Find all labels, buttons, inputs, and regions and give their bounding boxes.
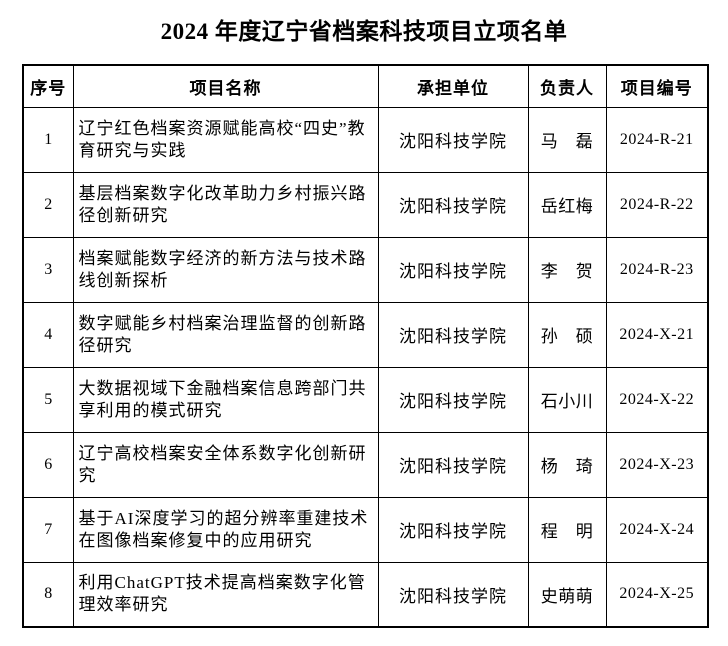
cell-serial: 6 [22,431,74,498]
cell-code: 2024-X-24 [605,496,709,563]
cell-leader: 孙 硕 [527,301,607,368]
cell-code: 2024-X-21 [605,301,709,368]
cell-leader: 石小川 [527,366,607,433]
cell-serial: 1 [22,106,74,173]
table-row: 7 基于AI深度学习的超分辨率重建技术在图像档案修复中的应用研究 沈阳科技学院 … [22,496,709,563]
cell-project-name: 辽宁高校档案安全体系数字化创新研究 [72,431,379,498]
cell-unit: 沈阳科技学院 [377,496,529,563]
cell-serial: 7 [22,496,74,563]
document-page: 2024 年度辽宁省档案科技项目立项名单 序号 项目名称 承担单位 负责人 项目… [0,17,728,646]
cell-project-name: 辽宁红色档案资源赋能高校“四史”教育研究与实践 [72,106,379,173]
cell-project-name: 档案赋能数字经济的新方法与技术路线创新探析 [72,236,379,303]
cell-leader: 李 贺 [527,236,607,303]
table-row: 4 数字赋能乡村档案治理监督的创新路径研究 沈阳科技学院 孙 硕 2024-X-… [22,301,709,368]
cell-code: 2024-R-23 [605,236,709,303]
cell-project-name: 数字赋能乡村档案治理监督的创新路径研究 [72,301,379,368]
cell-unit: 沈阳科技学院 [377,431,529,498]
table-row: 6 辽宁高校档案安全体系数字化创新研究 沈阳科技学院 杨 琦 2024-X-23 [22,431,709,498]
cell-leader: 杨 琦 [527,431,607,498]
cell-project-name: 大数据视域下金融档案信息跨部门共享利用的模式研究 [72,366,379,433]
table-row: 3 档案赋能数字经济的新方法与技术路线创新探析 沈阳科技学院 李 贺 2024-… [22,236,709,303]
cell-serial: 5 [22,366,74,433]
cell-serial: 2 [22,171,74,238]
column-header-code: 项目编号 [605,64,709,108]
cell-serial: 4 [22,301,74,368]
cell-code: 2024-R-22 [605,171,709,238]
cell-serial: 3 [22,236,74,303]
cell-unit: 沈阳科技学院 [377,236,529,303]
cell-leader: 马 磊 [527,106,607,173]
column-header-unit: 承担单位 [377,64,529,108]
column-header-serial: 序号 [22,64,74,108]
cell-leader: 史萌萌 [527,561,607,628]
cell-project-name: 利用ChatGPT技术提高档案数字化管理效率研究 [72,561,379,628]
cell-unit: 沈阳科技学院 [377,366,529,433]
cell-code: 2024-X-23 [605,431,709,498]
cell-leader: 岳红梅 [527,171,607,238]
header-row: 序号 项目名称 承担单位 负责人 项目编号 [22,64,709,108]
table-row: 2 基层档案数字化改革助力乡村振兴路径创新研究 沈阳科技学院 岳红梅 2024-… [22,171,709,238]
cell-unit: 沈阳科技学院 [377,171,529,238]
column-header-project-name: 项目名称 [72,64,379,108]
cell-unit: 沈阳科技学院 [377,106,529,173]
projects-table: 序号 项目名称 承担单位 负责人 项目编号 1 辽宁红色档案资源赋能高校“四史”… [22,64,709,628]
page-title: 2024 年度辽宁省档案科技项目立项名单 [160,19,568,44]
cell-unit: 沈阳科技学院 [377,301,529,368]
column-header-leader: 负责人 [527,64,607,108]
table-row: 8 利用ChatGPT技术提高档案数字化管理效率研究 沈阳科技学院 史萌萌 20… [22,561,709,628]
cell-unit: 沈阳科技学院 [377,561,529,628]
table-row: 1 辽宁红色档案资源赋能高校“四史”教育研究与实践 沈阳科技学院 马 磊 202… [22,106,709,173]
table-row: 5 大数据视域下金融档案信息跨部门共享利用的模式研究 沈阳科技学院 石小川 20… [22,366,709,433]
cell-leader: 程 明 [527,496,607,563]
cell-serial: 8 [22,561,74,628]
cell-project-name: 基于AI深度学习的超分辨率重建技术在图像档案修复中的应用研究 [72,496,379,563]
cell-code: 2024-X-25 [605,561,709,628]
cell-code: 2024-R-21 [605,106,709,173]
cell-code: 2024-X-22 [605,366,709,433]
cell-project-name: 基层档案数字化改革助力乡村振兴路径创新研究 [72,171,379,238]
